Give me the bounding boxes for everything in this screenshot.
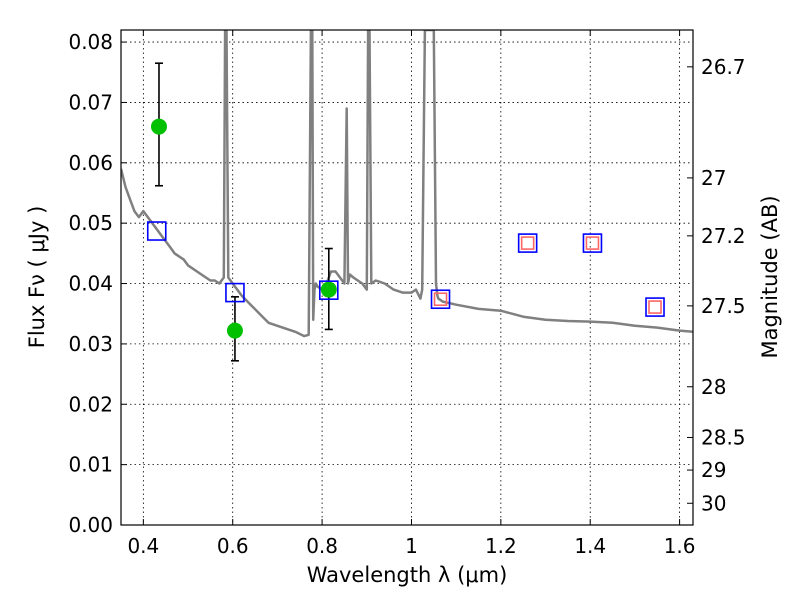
y-tick-label: 0.01 — [68, 453, 113, 477]
y-tick-label: 0.04 — [68, 272, 113, 296]
x-tick-label: 0.4 — [127, 534, 159, 558]
y-tick-label: 0.05 — [68, 211, 113, 235]
observed-point — [226, 322, 243, 339]
model-photometry-square — [645, 297, 665, 317]
observed-point — [150, 118, 167, 135]
y-tick-label: 0.03 — [68, 332, 113, 356]
model-photometry-square — [318, 280, 339, 300]
x-tick-label: 1.4 — [574, 534, 606, 558]
model-photometry-square — [517, 233, 538, 253]
upper-limit-square — [433, 292, 448, 307]
plot-area — [121, 30, 693, 362]
magnitude-tick-label: 30 — [701, 491, 726, 515]
y-tick-label: 0.07 — [68, 90, 113, 114]
x-axis-label: Wavelength λ (μm) — [307, 563, 508, 587]
y-tick-label: 0.06 — [68, 151, 113, 175]
grid-lines — [121, 30, 693, 526]
axes: 0.4 0.6 0.8 1 1.2 1.4 1.6 0.00 0.01 0.02 0.03 0.04 0… — [68, 30, 746, 558]
sed-model-line — [121, 30, 693, 338]
x-tick-label: 1 — [405, 534, 418, 558]
model-photometry-square — [146, 221, 167, 241]
y-tick-label: 0.00 — [68, 513, 113, 537]
model-photometry-square — [225, 282, 245, 303]
x-tick-label: 1.6 — [664, 534, 696, 558]
right-axis-label: Magnitude (AB) — [758, 195, 782, 358]
x-tick-label: 0.6 — [217, 534, 249, 558]
y-tick-label: 0.08 — [68, 30, 113, 54]
model-photometry-square — [582, 233, 603, 253]
magnitude-tick-label: 27.2 — [701, 224, 746, 248]
y-tick-label: 0.02 — [68, 392, 113, 416]
magnitude-tick-label: 28 — [701, 375, 726, 399]
x-tick-label: 1.2 — [485, 534, 517, 558]
plot-frame — [120, 29, 694, 526]
magnitude-tick-label: 27.5 — [701, 294, 746, 318]
magnitude-tick-label: 28.5 — [701, 425, 746, 449]
upper-limit-square — [585, 236, 600, 250]
upper-limit-square — [648, 300, 662, 314]
magnitude-tick-label: 29 — [701, 458, 726, 482]
model-photometry-square — [430, 289, 451, 310]
upper-limit-square — [520, 236, 535, 250]
magnitude-tick-label: 27 — [701, 166, 726, 190]
y-axis-label: Flux Fν ( μJy ) — [25, 206, 49, 349]
observed-point — [320, 281, 337, 298]
magnitude-tick-label: 26.7 — [701, 55, 746, 79]
x-tick-label: 0.8 — [306, 534, 338, 558]
